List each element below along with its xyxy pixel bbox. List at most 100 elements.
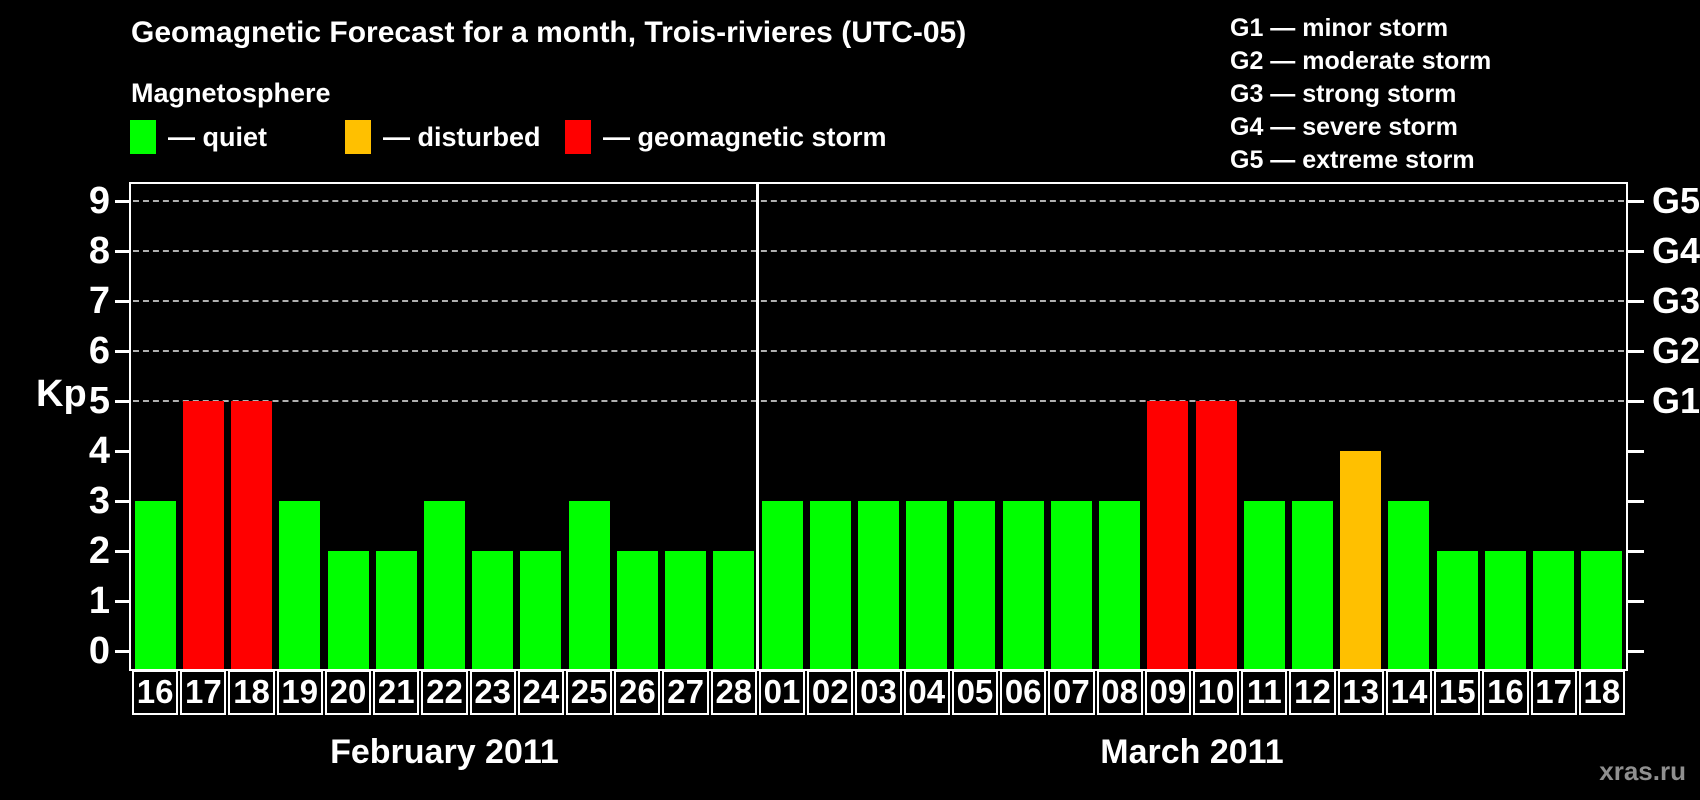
y-tick-label: 3 bbox=[88, 480, 110, 522]
day-label-cell: 23 bbox=[469, 670, 516, 715]
y-tick-label: 7 bbox=[88, 280, 110, 322]
legend-item-label: — geomagnetic storm bbox=[603, 122, 887, 152]
kp-bar-day-16 bbox=[1484, 551, 1526, 669]
kp-bar-day-08 bbox=[1099, 501, 1141, 669]
day-label-cell: 09 bbox=[1144, 670, 1191, 715]
y-tick-label: 1 bbox=[88, 580, 110, 622]
kp-bar-day-28 bbox=[713, 551, 755, 669]
right-axis-tick bbox=[1628, 649, 1644, 653]
g-scale-legend: G1 — minor storm G2 — moderate storm G3 … bbox=[1230, 12, 1491, 177]
g-scale-legend-line: G3 — strong storm bbox=[1230, 80, 1457, 108]
kp-bar-day-27 bbox=[665, 551, 707, 669]
month-label-0: February 2011 bbox=[330, 733, 559, 771]
day-label-cell: 16 bbox=[1482, 670, 1529, 715]
g-scale-tick-label: G1 bbox=[1652, 380, 1700, 421]
day-label-cell: 04 bbox=[903, 670, 950, 715]
g-scale-legend-line: G1 — minor storm bbox=[1230, 14, 1449, 42]
month-divider bbox=[756, 184, 760, 669]
kp-bar-day-06 bbox=[1002, 501, 1044, 669]
y-axis-label: Kp bbox=[36, 373, 87, 415]
kp-bar-day-25 bbox=[568, 501, 610, 669]
kp-bar-day-18 bbox=[231, 401, 273, 669]
kp-bar-day-10 bbox=[1195, 401, 1237, 669]
day-label-cell: 16 bbox=[132, 670, 179, 715]
kp-bar-day-03 bbox=[858, 501, 899, 669]
y-axis-tick bbox=[115, 649, 131, 653]
y-axis-tick bbox=[115, 599, 131, 603]
right-axis-tick bbox=[1628, 299, 1644, 303]
day-label-cell: 28 bbox=[710, 670, 757, 715]
day-label-cell: 24 bbox=[517, 670, 565, 715]
day-label-cell: 02 bbox=[807, 670, 854, 715]
legend-title: Magnetosphere bbox=[131, 78, 331, 108]
y-tick-label: 6 bbox=[88, 330, 110, 372]
g-scale-tick-label: G3 bbox=[1652, 280, 1700, 321]
gridline-kp-6 bbox=[133, 350, 1624, 352]
quiet-color-swatch bbox=[130, 120, 156, 154]
day-label-cell: 20 bbox=[324, 670, 372, 715]
day-label-cell: 22 bbox=[421, 670, 468, 715]
day-label-cell: 21 bbox=[373, 670, 420, 715]
right-axis-tick bbox=[1628, 249, 1644, 253]
kp-bar-day-02 bbox=[809, 501, 851, 669]
kp-bar-day-26 bbox=[616, 551, 658, 669]
kp-bar-day-13 bbox=[1340, 451, 1382, 669]
y-axis-tick bbox=[115, 249, 131, 253]
kp-bar-day-19 bbox=[279, 501, 321, 669]
kp-bar-day-05 bbox=[954, 501, 996, 669]
y-tick-label: 4 bbox=[88, 430, 110, 472]
day-label-cell: 01 bbox=[758, 670, 806, 715]
day-label-cell: 12 bbox=[1289, 670, 1336, 715]
kp-bar-day-12 bbox=[1292, 501, 1334, 669]
y-axis-tick bbox=[115, 499, 131, 503]
kp-bar-day-17 bbox=[182, 401, 224, 669]
day-label-cell: 17 bbox=[180, 670, 227, 715]
kp-bar-day-20 bbox=[327, 551, 369, 669]
kp-bar-day-01 bbox=[761, 501, 803, 669]
right-axis-tick bbox=[1628, 449, 1644, 453]
gridline-kp-5 bbox=[133, 400, 1624, 402]
month-label-1: March 2011 bbox=[1100, 733, 1284, 771]
y-axis-tick bbox=[115, 349, 131, 353]
day-label-cell: 27 bbox=[662, 670, 709, 715]
g-scale-legend-line: G4 — severe storm bbox=[1230, 113, 1458, 141]
day-label-cell: 13 bbox=[1337, 670, 1384, 715]
day-label-cell: 03 bbox=[855, 670, 902, 715]
disturbed-color-swatch bbox=[345, 120, 371, 154]
day-label-cell: 10 bbox=[1192, 670, 1240, 715]
right-axis-tick bbox=[1628, 399, 1644, 403]
kp-bar-day-23 bbox=[472, 551, 514, 669]
y-axis-tick bbox=[115, 399, 131, 403]
gridline-kp-9 bbox=[133, 200, 1624, 202]
gridline-kp-8 bbox=[133, 250, 1624, 252]
day-label-cell: 19 bbox=[276, 670, 323, 715]
kp-bar-day-18 bbox=[1581, 551, 1623, 669]
day-label-cell: 18 bbox=[228, 670, 275, 715]
g-scale-tick-label: G4 bbox=[1652, 230, 1700, 271]
legend-item-label: — quiet bbox=[168, 122, 267, 152]
right-axis-tick bbox=[1628, 549, 1644, 553]
kp-bar-day-16 bbox=[134, 501, 176, 669]
day-label-cell: 11 bbox=[1241, 670, 1288, 715]
kp-bar-day-17 bbox=[1533, 551, 1575, 669]
y-axis-tick bbox=[115, 449, 131, 453]
y-tick-label: 2 bbox=[88, 530, 110, 572]
kp-bar-day-04 bbox=[906, 501, 948, 669]
kp-bar-day-07 bbox=[1050, 501, 1092, 669]
chart-title: Geomagnetic Forecast for a month, Trois-… bbox=[131, 16, 967, 49]
y-tick-label: 9 bbox=[88, 180, 110, 222]
right-axis-tick bbox=[1628, 499, 1644, 503]
day-label-cell: 08 bbox=[1096, 670, 1143, 715]
g-scale-tick-label: G2 bbox=[1652, 330, 1700, 371]
right-axis-tick bbox=[1628, 199, 1644, 203]
storm-color-swatch bbox=[565, 120, 591, 154]
y-tick-label: 5 bbox=[88, 380, 110, 422]
g-scale-legend-line: G5 — extreme storm bbox=[1230, 146, 1475, 174]
y-tick-label: 0 bbox=[88, 630, 110, 672]
kp-bar-day-21 bbox=[375, 551, 417, 669]
day-label-cell: 18 bbox=[1578, 670, 1625, 715]
day-label-cell: 26 bbox=[614, 670, 661, 715]
kp-bar-day-14 bbox=[1388, 501, 1430, 669]
day-label-cell: 05 bbox=[951, 670, 999, 715]
